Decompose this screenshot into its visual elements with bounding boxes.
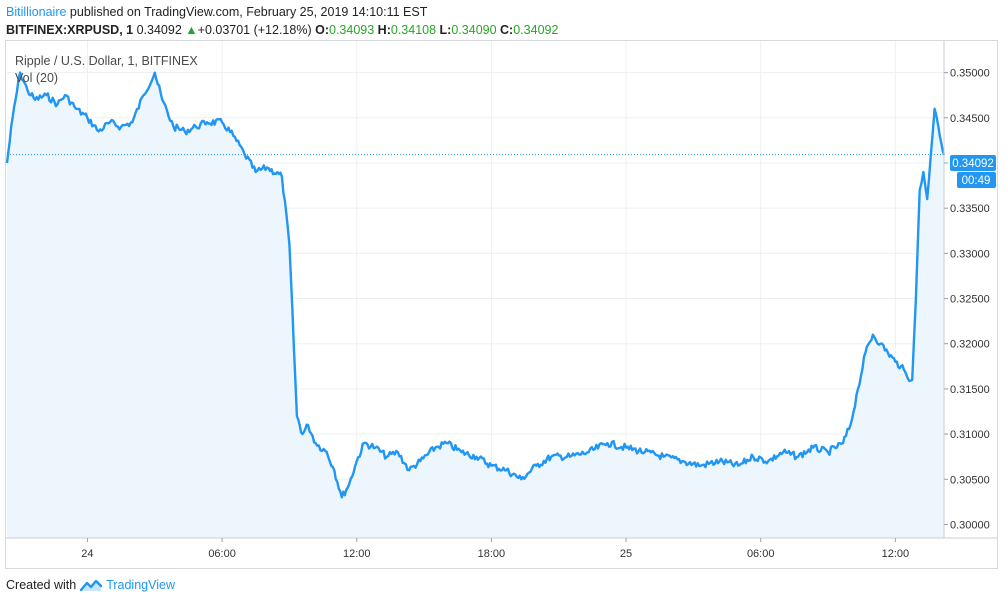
published-text: published on TradingView.com, February 2… xyxy=(66,5,428,19)
symbol-label: BITFINEX:XRPUSD, 1 xyxy=(6,23,134,37)
high-value: 0.34108 xyxy=(390,23,437,37)
symbol-info: BITFINEX:XRPUSD, 1 0.34092 ▲+0.03701 (+1… xyxy=(6,23,558,37)
last-price-tag-box xyxy=(950,155,996,171)
time-tick-label: 18:00 xyxy=(478,548,506,560)
price-tick-label: 0.33500 xyxy=(950,203,990,215)
last-price-tag-text: 0.34092 xyxy=(952,158,994,170)
open-label: O: xyxy=(315,23,329,37)
chart-frame xyxy=(5,40,998,569)
author-link[interactable]: Bitillionaire xyxy=(6,5,67,19)
low-value: 0.34090 xyxy=(451,23,497,37)
chart-legend-volume: Vol (20) xyxy=(15,71,59,85)
open-value: 0.34093 xyxy=(329,23,375,37)
price-line xyxy=(5,71,946,499)
price-area xyxy=(7,72,944,538)
close-label: C: xyxy=(500,23,514,37)
countdown-tag-text: 00:49 xyxy=(962,175,991,187)
price-tick-label: 0.30000 xyxy=(950,519,990,531)
price-tick-label: 0.31500 xyxy=(950,384,990,396)
time-tick-label: 25 xyxy=(620,548,632,560)
time-tick-label: 06:00 xyxy=(208,548,236,560)
price-tick-label: 0.35000 xyxy=(950,68,990,80)
chart-legend-pair: Ripple / U.S. Dollar, 1, BITFINEX xyxy=(15,54,198,68)
time-tick-label: 24 xyxy=(81,548,93,560)
price-tick-label: 0.32000 xyxy=(950,339,990,351)
time-tick-label: 12:00 xyxy=(343,548,371,560)
tradingview-logo-icon xyxy=(80,579,103,592)
publish-info: Bitillionaire published on TradingView.c… xyxy=(6,5,427,19)
price-tick-label: 0.34500 xyxy=(950,113,990,125)
time-tick-label: 12:00 xyxy=(882,548,910,560)
price-tick-label: 0.30500 xyxy=(950,474,990,486)
footer-created-with: Created with xyxy=(6,578,77,592)
last-price-tag: 0.34092 00:49 xyxy=(950,155,996,188)
price-axis: 0.350000.345000.340000.335000.330000.325… xyxy=(944,68,990,531)
price-tick-label: 0.32500 xyxy=(950,294,990,306)
close-value: 0.34092 xyxy=(513,23,559,37)
last-price: 0.34092 xyxy=(136,23,182,37)
time-tick-label: 06:00 xyxy=(747,548,775,560)
footer: Created with TradingView xyxy=(6,578,175,592)
up-triangle-icon: ▲ xyxy=(185,23,198,37)
price-tick-label: 0.31000 xyxy=(950,429,990,441)
price-change: +0.03701 (+12.18%) xyxy=(197,23,312,37)
time-axis: 24 06:00 12:00 18:00 25 06:00 12:00 xyxy=(81,538,909,560)
low-label: L: xyxy=(439,23,452,37)
high-label: H: xyxy=(377,23,391,37)
price-tick-label: 0.33000 xyxy=(950,248,990,260)
countdown-tag-box xyxy=(957,172,996,188)
footer-tradingview-link[interactable]: TradingView xyxy=(106,578,175,592)
